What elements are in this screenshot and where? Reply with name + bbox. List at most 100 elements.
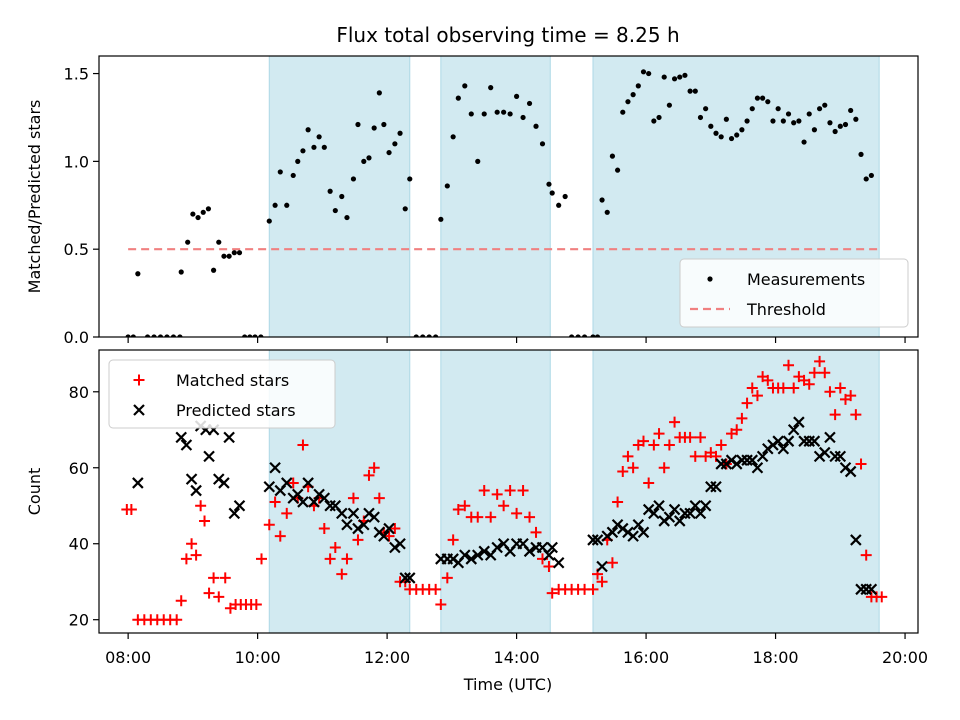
- measurements-point: [556, 202, 562, 208]
- measurements-point: [170, 334, 177, 337]
- matched-stars-point: [363, 469, 375, 481]
- count-panel: 20 40 60 80 08:00 10:00 12:00 14:00 16:00 18:00 20…: [25, 349, 928, 667]
- measurements-point: [754, 95, 761, 101]
- predicted-stars-point: [689, 499, 702, 512]
- measurements-point: [651, 118, 657, 124]
- predicted-stars-point: [850, 534, 862, 546]
- matched-stars-point: [845, 390, 857, 402]
- measurements-point: [284, 202, 290, 208]
- measurements-point: [316, 134, 322, 140]
- measurements-point: [402, 206, 408, 212]
- measurements-point: [811, 127, 818, 133]
- measurements-point: [635, 83, 641, 89]
- matched-stars-point: [546, 587, 558, 599]
- legend-swatch-dot: [707, 276, 713, 282]
- predicted-stars-point: [358, 518, 370, 531]
- predicted-stars-point: [347, 507, 360, 520]
- predicted-stars-point: [844, 465, 857, 478]
- measurements-point: [749, 106, 755, 112]
- matched-stars-point: [829, 409, 841, 421]
- x-axis-title: Time (UTC): [463, 675, 552, 694]
- measurements-point: [305, 127, 311, 133]
- matched-stars-point: [175, 595, 187, 607]
- matched-stars-point: [199, 515, 211, 527]
- measurements-point: [708, 123, 714, 129]
- predicted-stars-point: [818, 446, 831, 459]
- matched-stars-point: [125, 504, 137, 516]
- measurements-point: [513, 93, 520, 99]
- matched-stars-point: [530, 526, 542, 538]
- measurements-point: [195, 214, 201, 221]
- measurements-point: [581, 334, 588, 337]
- measurements-point: [216, 239, 222, 245]
- measurements-point: [620, 109, 626, 115]
- legend-label: Threshold: [746, 300, 826, 319]
- measurements-point: [455, 95, 461, 101]
- predicted-stars-point: [793, 416, 805, 428]
- matched-stars-point: [617, 466, 629, 478]
- predicted-stars-point: [352, 522, 364, 535]
- measurements-point: [765, 99, 771, 105]
- predicted-stars-point: [673, 515, 686, 527]
- legend-label: Predicted stars: [176, 401, 296, 420]
- measurements-point: [703, 106, 709, 112]
- matched-stars-point: [741, 397, 753, 409]
- measurements-point: [420, 334, 426, 337]
- measurements-point: [775, 106, 781, 112]
- measurements-point: [221, 253, 227, 259]
- measurements-point: [164, 334, 170, 337]
- predicted-stars-point: [523, 545, 536, 558]
- x-tick-label: 20:00: [882, 648, 928, 667]
- measurements-point: [549, 190, 555, 196]
- chart-title: Flux total observing time = 8.25 h: [336, 23, 679, 47]
- predicted-stars-point: [546, 541, 558, 554]
- measurements-point: [300, 148, 306, 154]
- predicted-stars-point: [280, 477, 293, 489]
- measurements-point: [625, 99, 631, 105]
- matched-stars-point: [777, 382, 789, 394]
- predicted-stars-point: [228, 507, 241, 520]
- matched-stars-point: [715, 439, 727, 451]
- matched-stars-point: [203, 587, 215, 599]
- measurements-point: [185, 239, 191, 245]
- predicted-stars-point: [403, 572, 416, 584]
- predicted-stars-point: [459, 549, 471, 561]
- measurements-point: [837, 123, 843, 129]
- measurements-point: [272, 202, 278, 208]
- observing-interval-count-2: [592, 349, 880, 634]
- measurements-point: [494, 109, 500, 115]
- predicted-stars-point: [203, 450, 215, 463]
- matched-stars-point: [736, 412, 748, 424]
- predicted-stars-point: [591, 534, 604, 546]
- predicted-stars-point: [543, 549, 555, 561]
- measurements-point: [590, 334, 596, 337]
- x-tick-label: 10:00: [235, 648, 281, 667]
- matched-stars-point: [213, 591, 225, 603]
- measurements-point: [444, 183, 450, 189]
- measurements-point: [656, 114, 662, 121]
- measurements-point: [546, 181, 552, 187]
- y-tick-label-ratio: 0.5: [64, 240, 89, 259]
- measurements-point: [295, 158, 301, 164]
- predicted-stars-point: [336, 507, 348, 520]
- matched-stars-point: [368, 462, 380, 474]
- matched-stars-point: [543, 561, 555, 573]
- predicted-stars-point: [637, 526, 650, 539]
- matched-stars-point: [324, 553, 336, 565]
- predicted-stars-point: [399, 572, 412, 584]
- matched-stars-point: [195, 500, 207, 512]
- measurements-point: [520, 114, 526, 121]
- x-tick-label: 08:00: [105, 648, 151, 667]
- axes-frame-ratio: [98, 55, 919, 338]
- measurements-point: [791, 120, 797, 126]
- measurements-point: [327, 188, 333, 194]
- matched-stars-point: [814, 355, 826, 367]
- predicted-stars-point: [834, 450, 847, 463]
- measurements-point: [526, 100, 533, 107]
- matched-stars-point: [648, 439, 660, 451]
- x-tick-label: 12:00: [364, 648, 410, 667]
- matched-stars-point: [498, 500, 510, 512]
- predicted-stars-point: [368, 511, 380, 523]
- measurements-point: [533, 123, 539, 129]
